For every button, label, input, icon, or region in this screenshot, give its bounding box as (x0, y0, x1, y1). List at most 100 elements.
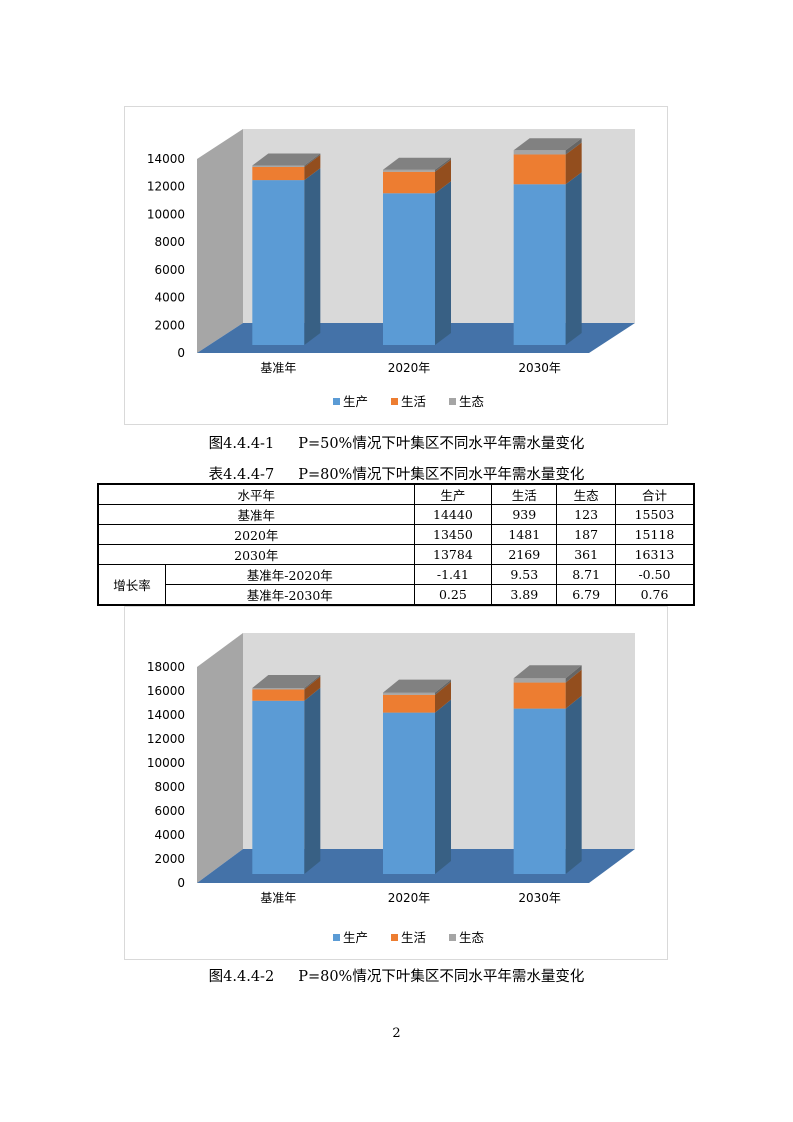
table-cell: -0.50 (614, 564, 695, 585)
legend-swatch-生活 (391, 934, 398, 941)
growth-rate-label: 增长率 (97, 564, 166, 606)
table-row: 基准年-2030年 0.25 3.89 6.79 0.76 (98, 584, 695, 606)
table-cell: 3.89 (491, 584, 558, 606)
table-row: 2020年 13450 1481 187 15118 (97, 524, 695, 545)
table-cell: 基准年 (97, 504, 415, 525)
bar-segment-生产 (383, 193, 435, 345)
y-tick-label: 4000 (154, 291, 185, 305)
bar-top-生态 (383, 157, 451, 170)
table-cell: 15118 (614, 524, 695, 545)
legend-swatch-生态 (449, 934, 456, 941)
bar-side-生活 (565, 669, 582, 709)
bar-segment-生态 (513, 150, 566, 155)
y-tick-label: 16000 (147, 684, 185, 698)
table-cell: 0.25 (413, 584, 493, 606)
side-wall (197, 129, 243, 353)
y-tick-label: 10000 (147, 756, 185, 770)
figure-title-2: P=80%情况下叶集区不同水平年需水量变化 (298, 969, 585, 985)
bar-segment-生活 (252, 689, 305, 701)
bar-side-生活 (304, 154, 321, 181)
x-tick-label: 2020年 (388, 361, 431, 375)
table-cell: 123 (556, 504, 616, 525)
legend-label-生活: 生活 (401, 930, 426, 945)
water-demand-table: 水平年 生产 生活 生态 合计 基准年 14440 939 123 15503 … (97, 483, 695, 606)
bar-segment-生产 (513, 708, 566, 874)
bar-top-生态 (383, 679, 451, 693)
table-cell: 15503 (614, 504, 695, 525)
bar-side-生态 (435, 679, 451, 695)
bar-segment-生活 (383, 171, 435, 194)
x-tick-label: 基准年 (260, 361, 296, 375)
y-tick-label: 12000 (147, 732, 185, 746)
y-tick-label: 6000 (154, 804, 185, 818)
bar-top-生态 (513, 665, 582, 679)
table-cell: 361 (556, 544, 616, 565)
table-cell: 8.71 (556, 564, 616, 585)
bar-side-生产 (435, 699, 451, 874)
figure-title-1: P=50%情况下叶集区不同水平年需水量变化 (298, 436, 585, 452)
y-tick-label: 0 (177, 876, 185, 890)
legend-swatch-生产 (333, 934, 340, 941)
y-tick-label: 0 (177, 346, 185, 360)
header-cell: 生活 (491, 483, 558, 505)
table-cell: 16313 (614, 544, 695, 565)
bar-segment-生活 (513, 154, 566, 185)
bar-segment-生产 (252, 700, 305, 874)
bar-segment-生态 (383, 692, 435, 695)
table-cell: 2169 (491, 544, 558, 565)
bar-segment-生态 (383, 169, 435, 172)
bar-segment-生态 (252, 687, 305, 690)
table-cell: 6.79 (556, 584, 616, 606)
figure-number-2: 图4.4.4-2 (208, 969, 275, 985)
bar-side-生态 (435, 157, 451, 172)
bar-segment-生产 (252, 180, 305, 345)
table-cell: 基准年-2020年 (165, 564, 415, 585)
page-number: 2 (392, 1026, 401, 1041)
bar-side-生活 (304, 676, 321, 701)
table-title: P=80%情况下叶集区不同水平年需水量变化 (298, 467, 585, 483)
table-row: 2030年 13784 2169 361 16313 (97, 544, 695, 565)
bar-segment-生产 (513, 184, 566, 345)
table-cell: 2020年 (97, 524, 415, 545)
table-row: 增长率 基准年-2020年 -1.41 9.53 8.71 -0.50 (97, 564, 695, 606)
table-cell: 基准年-2030年 (165, 584, 415, 606)
table-caption: 表4.4.4-7 P=80%情况下叶集区不同水平年需水量变化 (0, 463, 793, 484)
header-cell: 合计 (614, 483, 695, 505)
table-cell: -1.41 (413, 564, 493, 585)
chart-2: 0 2000 4000 6000 8000 10000 12000 14000 16000 180… (124, 606, 668, 960)
header-cell: 水平年 (97, 483, 415, 505)
legend-label-生态: 生态 (459, 930, 484, 945)
x-tick-label: 2030年 (518, 361, 561, 375)
bar-side-生活 (435, 681, 451, 713)
bar-side-生态 (565, 138, 582, 155)
x-tick-label: 2020年 (388, 891, 431, 905)
figure-caption-2: 图4.4.4-2 P=80%情况下叶集区不同水平年需水量变化 (0, 965, 793, 986)
bar-segment-生态 (252, 165, 305, 167)
y-tick-label: 10000 (147, 207, 185, 221)
header-cell: 生产 (413, 483, 493, 505)
table-cell: 2030年 (97, 544, 415, 565)
y-tick-label: 4000 (154, 828, 185, 842)
table-cell: 1481 (491, 524, 558, 545)
table-cell: 14440 (413, 504, 493, 525)
bar-top-生态 (513, 138, 582, 151)
y-tick-label: 18000 (147, 660, 185, 674)
figure-number-1: 图4.4.4-1 (208, 436, 275, 452)
y-tick-label: 2000 (154, 852, 185, 866)
y-tick-label: 14000 (147, 152, 185, 166)
legend-label-生产: 生产 (343, 394, 368, 409)
bar-segment-生活 (513, 682, 566, 709)
bar-side-生活 (435, 159, 451, 194)
legend-swatch-生活 (391, 398, 398, 405)
chart-1: 0 2000 4000 6000 8000 10000 12000 14000 基准年 2020年… (124, 106, 668, 425)
bar-segment-生活 (252, 166, 305, 181)
table-cell: 9.53 (491, 564, 558, 585)
legend-label-生态: 生态 (459, 394, 484, 409)
legend-swatch-生态 (449, 398, 456, 405)
bar-side-生产 (565, 695, 582, 874)
table-cell: 0.76 (614, 584, 695, 606)
bar-segment-生态 (513, 678, 566, 683)
legend-label-生活: 生活 (401, 394, 426, 409)
table-cell: 187 (556, 524, 616, 545)
y-tick-label: 12000 (147, 180, 185, 194)
